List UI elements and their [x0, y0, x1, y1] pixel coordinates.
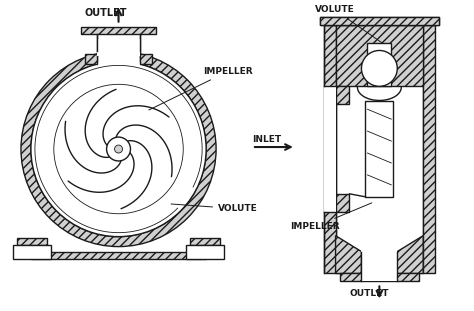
Bar	[140, 54, 152, 64]
Bar	[336, 25, 423, 86]
Bar	[324, 86, 336, 212]
Bar	[362, 248, 397, 281]
Circle shape	[107, 137, 130, 161]
Bar	[190, 238, 220, 244]
Text: VOLUTE: VOLUTE	[171, 204, 258, 213]
Circle shape	[31, 61, 206, 237]
Bar	[17, 238, 47, 244]
Bar	[365, 101, 393, 197]
Bar	[31, 252, 206, 258]
Circle shape	[21, 51, 216, 247]
Text: IMPELLER: IMPELLER	[149, 67, 253, 110]
Circle shape	[31, 61, 206, 237]
Text: OUTLET: OUTLET	[85, 8, 127, 18]
Bar	[13, 244, 51, 258]
Bar	[324, 25, 336, 273]
Circle shape	[362, 50, 397, 86]
Text: VOLUTE: VOLUTE	[315, 5, 382, 43]
Bar	[97, 39, 140, 56]
Bar	[85, 54, 97, 64]
Text: OUTLET: OUTLET	[349, 289, 389, 298]
Bar	[81, 26, 156, 34]
Circle shape	[115, 145, 122, 153]
Bar	[319, 16, 439, 25]
Bar	[319, 16, 439, 25]
Text: INLET: INLET	[252, 135, 281, 144]
Bar	[97, 36, 140, 67]
Bar	[336, 194, 349, 212]
Bar	[336, 25, 423, 273]
Bar	[336, 86, 349, 104]
Text: IMPELLER: IMPELLER	[290, 203, 372, 231]
Polygon shape	[397, 236, 423, 273]
Bar	[186, 244, 224, 258]
Polygon shape	[336, 236, 362, 273]
Bar	[423, 25, 435, 273]
Bar	[339, 273, 419, 281]
Bar	[367, 43, 392, 86]
